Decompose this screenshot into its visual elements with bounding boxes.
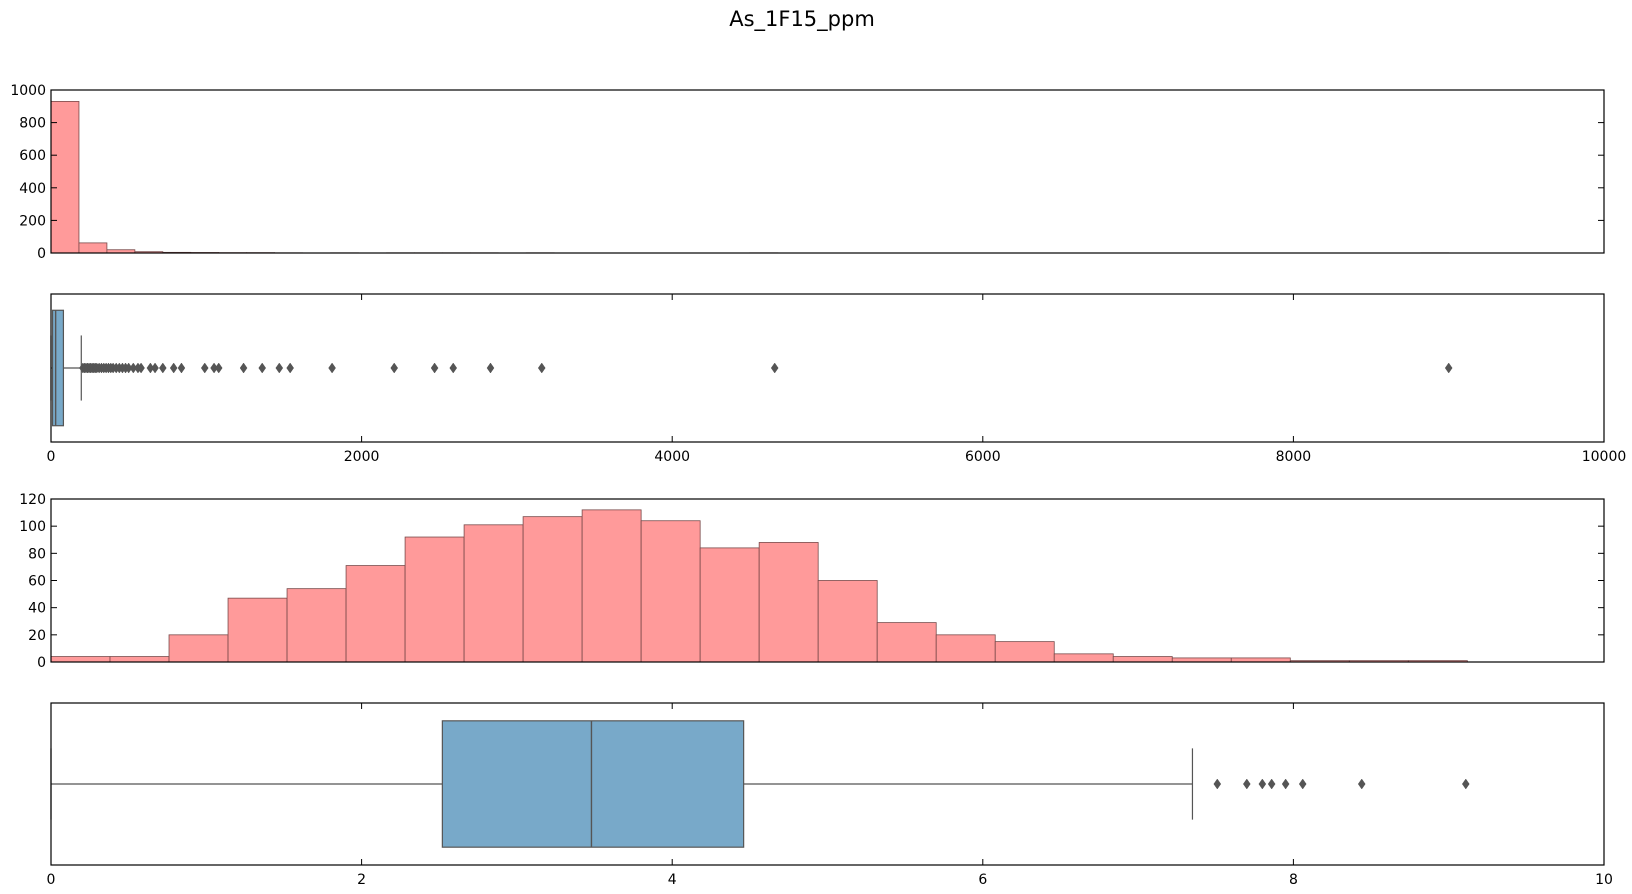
outlier-point xyxy=(486,362,495,374)
histogram-bar xyxy=(404,536,465,663)
y-tick-label: 100 xyxy=(19,519,46,535)
y-tick-label: 400 xyxy=(19,181,46,197)
outlier-point xyxy=(169,362,178,374)
histogram-bar xyxy=(463,524,524,663)
x-tick-label: 10000 xyxy=(1582,449,1627,465)
histogram-bar xyxy=(876,622,937,663)
histogram-bar xyxy=(758,542,819,663)
x-tick-label: 0 xyxy=(47,449,56,465)
outlier-point xyxy=(390,362,399,374)
outlier-point xyxy=(1281,778,1290,790)
outlier-point xyxy=(159,362,167,374)
outlier-point xyxy=(200,362,209,374)
axes-frame xyxy=(50,702,1605,866)
x-tick-label: 8 xyxy=(1289,872,1298,888)
histogram-bar xyxy=(640,520,701,663)
x-tick-label: 6 xyxy=(978,872,987,888)
axes-frame xyxy=(50,293,1605,443)
y-tick-label: 40 xyxy=(28,601,46,617)
histogram-bar xyxy=(522,516,583,663)
y-tick-label: 60 xyxy=(28,574,46,590)
histogram-bar xyxy=(109,656,170,663)
outlier-point xyxy=(1243,778,1251,790)
x-tick-label: 4000 xyxy=(654,449,690,465)
histogram-bar xyxy=(817,580,878,663)
outlier-point xyxy=(1298,778,1307,790)
histogram-bar xyxy=(286,588,347,663)
histogram-bar xyxy=(581,509,642,663)
log-boxplot-panel: 0 2 4 6 8 10 xyxy=(47,702,1613,888)
box-iqr xyxy=(441,720,745,848)
outlier-point xyxy=(770,362,779,374)
figure-title: As_1F15_ppm xyxy=(729,7,875,32)
x-tick-label: 4 xyxy=(668,872,677,888)
histogram-bar xyxy=(699,547,760,663)
y-tick-label: 0 xyxy=(37,246,46,262)
y-tick-label: 80 xyxy=(28,546,46,562)
outlier-point xyxy=(430,362,439,374)
y-tick-label: 0 xyxy=(37,655,46,671)
histogram-bar xyxy=(1112,656,1173,663)
y-tick-label: 20 xyxy=(28,628,46,644)
outlier-point xyxy=(1258,778,1267,790)
outlier-point xyxy=(137,362,145,374)
histogram-bar xyxy=(935,634,996,663)
outlier-point xyxy=(328,362,336,374)
outlier-point xyxy=(239,362,248,374)
histogram-bar xyxy=(50,656,111,663)
raw-histogram-panel: 0 200 400 600 800 1000 xyxy=(10,83,1605,262)
outlier-point xyxy=(214,362,223,374)
y-tick-label: 600 xyxy=(19,148,46,164)
y-tick-label: 1000 xyxy=(10,83,46,99)
histogram-bar xyxy=(168,634,229,663)
outlier-point xyxy=(449,362,458,374)
outlier-point xyxy=(258,362,267,374)
histogram-bar xyxy=(50,101,80,254)
x-tick-label: 0 xyxy=(47,872,56,888)
outlier-point xyxy=(1357,778,1366,790)
log-histogram-panel: 0 20 40 60 80 100 120 xyxy=(19,492,1605,671)
outlier-point xyxy=(275,362,284,374)
outlier-point xyxy=(1444,362,1453,374)
x-tick-label: 8000 xyxy=(1276,449,1312,465)
x-tick-label: 2 xyxy=(357,872,366,888)
x-tick-label: 2000 xyxy=(344,449,380,465)
axes-frame xyxy=(50,89,1605,254)
histogram-bar xyxy=(994,641,1055,663)
x-tick-label: 6000 xyxy=(965,449,1001,465)
histogram-bar xyxy=(227,597,288,663)
outlier-point xyxy=(286,362,294,374)
histogram-bar xyxy=(1171,657,1232,663)
outlier-point xyxy=(177,362,186,374)
outlier-point xyxy=(537,362,546,374)
outlier-point xyxy=(1213,778,1222,790)
x-tick-label: 10 xyxy=(1595,872,1613,888)
histogram-bar xyxy=(345,565,406,663)
histogram-bar xyxy=(1053,653,1114,663)
raw-boxplot-panel: 0 2000 4000 6000 8000 10000 xyxy=(47,293,1627,465)
y-tick-label: 200 xyxy=(19,213,46,229)
outlier-point xyxy=(151,362,159,374)
histogram-bar xyxy=(1230,657,1291,663)
y-tick-label: 800 xyxy=(19,116,46,132)
y-tick-label: 120 xyxy=(19,492,46,508)
box-iqr xyxy=(51,309,65,427)
outlier-point xyxy=(1461,778,1470,790)
outlier-point xyxy=(1267,778,1276,790)
histogram-bar xyxy=(78,242,108,254)
